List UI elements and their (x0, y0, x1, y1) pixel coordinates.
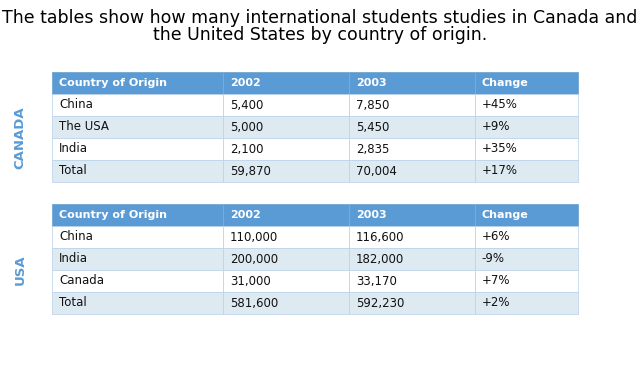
Text: Canada: Canada (59, 275, 104, 287)
Bar (475, 248, 579, 270)
Bar (475, 270, 579, 292)
Text: 110,000: 110,000 (230, 230, 278, 243)
Text: 5,000: 5,000 (230, 120, 263, 134)
Bar (349, 72, 475, 94)
Text: 2002: 2002 (230, 78, 260, 88)
Bar (349, 204, 475, 226)
Bar (52, 204, 223, 226)
Bar (349, 292, 475, 314)
Text: Country of Origin: Country of Origin (59, 210, 167, 220)
Bar (349, 270, 475, 292)
Text: +9%: +9% (482, 120, 510, 134)
Text: +35%: +35% (482, 142, 518, 156)
Bar (349, 138, 475, 160)
Text: 59,870: 59,870 (230, 164, 271, 178)
Text: India: India (59, 142, 88, 156)
Text: 581,600: 581,600 (230, 297, 278, 309)
Text: 2003: 2003 (356, 78, 387, 88)
Text: the United States by country of origin.: the United States by country of origin. (153, 26, 487, 44)
Bar (475, 292, 579, 314)
Text: The USA: The USA (59, 120, 109, 134)
Bar (223, 270, 349, 292)
Bar (349, 116, 475, 138)
Bar (223, 94, 349, 116)
Bar (223, 138, 349, 160)
Bar (52, 116, 223, 138)
Text: Total: Total (59, 164, 87, 178)
Text: 592,230: 592,230 (356, 297, 404, 309)
Bar (223, 116, 349, 138)
Text: 200,000: 200,000 (230, 252, 278, 265)
Text: 7,850: 7,850 (356, 98, 389, 112)
Text: 2002: 2002 (230, 210, 260, 220)
Bar (52, 160, 223, 182)
Bar (349, 248, 475, 270)
Bar (52, 226, 223, 248)
Text: -9%: -9% (482, 252, 505, 265)
Text: +17%: +17% (482, 164, 518, 178)
Text: 2,835: 2,835 (356, 142, 389, 156)
Bar (223, 160, 349, 182)
Text: The tables show how many international students studies in Canada and: The tables show how many international s… (3, 9, 637, 27)
Bar (223, 292, 349, 314)
Bar (223, 248, 349, 270)
Text: +45%: +45% (482, 98, 518, 112)
Bar (52, 270, 223, 292)
Bar (52, 138, 223, 160)
Bar (52, 94, 223, 116)
Bar (349, 160, 475, 182)
Bar (52, 292, 223, 314)
Bar (475, 160, 579, 182)
Text: Total: Total (59, 297, 87, 309)
Bar (52, 248, 223, 270)
Text: USA: USA (13, 255, 26, 285)
Text: +2%: +2% (482, 297, 510, 309)
Text: +6%: +6% (482, 230, 510, 243)
Text: Change: Change (482, 78, 529, 88)
Text: 5,400: 5,400 (230, 98, 263, 112)
Text: 2,100: 2,100 (230, 142, 263, 156)
Text: 2003: 2003 (356, 210, 387, 220)
Text: CANADA: CANADA (13, 107, 26, 169)
Bar (349, 94, 475, 116)
Bar (223, 72, 349, 94)
Bar (475, 204, 579, 226)
Text: Country of Origin: Country of Origin (59, 78, 167, 88)
Text: China: China (59, 98, 93, 112)
Text: 182,000: 182,000 (356, 252, 404, 265)
Bar (223, 204, 349, 226)
Text: 116,600: 116,600 (356, 230, 404, 243)
Bar (475, 138, 579, 160)
Text: +7%: +7% (482, 275, 510, 287)
Bar (52, 72, 223, 94)
Bar (475, 72, 579, 94)
Text: China: China (59, 230, 93, 243)
Bar (475, 116, 579, 138)
Bar (349, 226, 475, 248)
Text: India: India (59, 252, 88, 265)
Text: 31,000: 31,000 (230, 275, 271, 287)
Text: 5,450: 5,450 (356, 120, 389, 134)
Text: Change: Change (482, 210, 529, 220)
Text: 33,170: 33,170 (356, 275, 397, 287)
Bar (475, 226, 579, 248)
Text: 70,004: 70,004 (356, 164, 397, 178)
Bar (475, 94, 579, 116)
Bar (223, 226, 349, 248)
